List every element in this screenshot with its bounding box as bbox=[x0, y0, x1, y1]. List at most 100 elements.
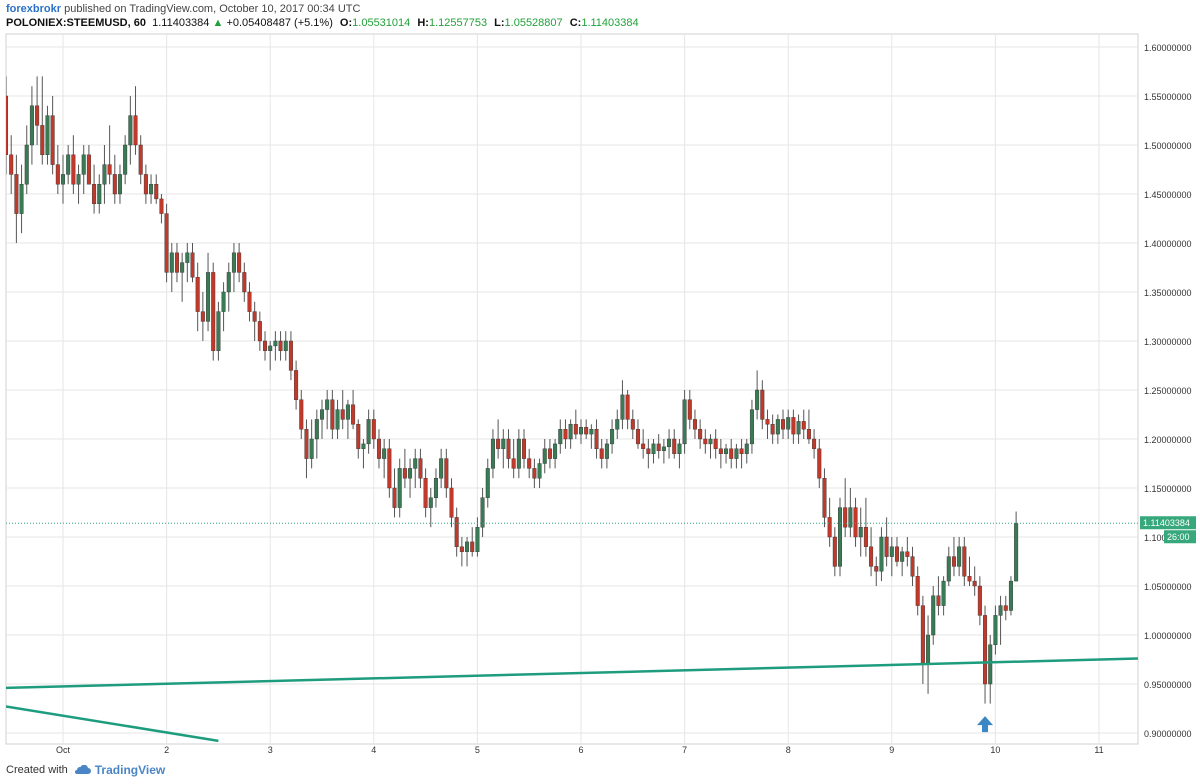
candle-body bbox=[221, 291, 226, 312]
candle bbox=[428, 488, 433, 528]
candle-body bbox=[340, 409, 345, 420]
candle bbox=[936, 576, 941, 616]
candle-body bbox=[553, 443, 558, 459]
candle bbox=[599, 439, 604, 469]
candle bbox=[190, 243, 195, 283]
candle bbox=[894, 537, 899, 567]
candle-body bbox=[1008, 580, 1013, 611]
candle-body bbox=[568, 424, 573, 440]
x-tick-label: 5 bbox=[475, 745, 480, 755]
candle-body bbox=[983, 615, 988, 685]
candle bbox=[475, 517, 480, 557]
candle-body bbox=[760, 389, 765, 420]
candle-body bbox=[610, 429, 615, 445]
candle bbox=[309, 419, 314, 469]
candle bbox=[470, 527, 475, 557]
candle bbox=[998, 595, 1003, 645]
candle bbox=[71, 135, 76, 194]
candle-body bbox=[744, 443, 749, 454]
candle-body bbox=[143, 174, 148, 195]
candle bbox=[216, 301, 221, 361]
candle-body bbox=[366, 419, 371, 445]
candle bbox=[154, 174, 159, 204]
candle bbox=[107, 125, 112, 185]
plot-frame bbox=[5, 33, 1139, 745]
candle-body bbox=[537, 463, 542, 479]
y-tick-label: 0.95000000 bbox=[1144, 680, 1192, 690]
candle-body bbox=[604, 443, 609, 459]
candle-body bbox=[822, 478, 827, 518]
price-change: +0.05408487 (+5.1%) bbox=[226, 17, 333, 29]
candle-body bbox=[879, 536, 884, 572]
candle bbox=[910, 546, 915, 586]
publish-info: forexbrokr published on TradingView.com,… bbox=[6, 3, 360, 15]
candle bbox=[273, 331, 278, 361]
candle-body bbox=[382, 448, 387, 459]
candle bbox=[749, 399, 754, 454]
candle-body bbox=[765, 419, 770, 425]
candle bbox=[490, 429, 495, 479]
candlestick-chart[interactable]: 1.60000000 1.55000000 1.50000000 1.45000000… bbox=[0, 0, 1200, 760]
candle bbox=[459, 537, 464, 567]
candle-body bbox=[832, 536, 837, 567]
candle bbox=[755, 370, 760, 420]
x-tick-label: Oct bbox=[56, 745, 71, 755]
candle-body bbox=[257, 321, 262, 342]
candle bbox=[858, 507, 863, 557]
y-tick-label: 1.20000000 bbox=[1144, 435, 1192, 445]
countdown-tag-label: 26:00 bbox=[1167, 532, 1190, 542]
candle-body bbox=[320, 409, 325, 420]
candle-body bbox=[408, 468, 413, 479]
candle-body bbox=[133, 115, 138, 146]
symbol-label: POLONIEX:STEEMUSD, 60 bbox=[6, 17, 146, 29]
candle-body bbox=[117, 174, 122, 195]
author-name[interactable]: forexbrokr bbox=[6, 3, 62, 15]
candle bbox=[661, 439, 666, 464]
candle bbox=[806, 409, 811, 444]
candle bbox=[14, 154, 19, 243]
candle-body bbox=[967, 576, 972, 582]
tradingview-logo[interactable]: TradingView bbox=[74, 763, 165, 777]
candle bbox=[869, 527, 874, 577]
candle-body bbox=[40, 125, 45, 156]
low-value: 1.05528807 bbox=[504, 17, 563, 29]
candle bbox=[812, 429, 817, 459]
candle bbox=[195, 262, 200, 332]
candle-body bbox=[475, 527, 480, 552]
candle-body bbox=[853, 507, 858, 538]
candle bbox=[967, 556, 972, 586]
candle bbox=[848, 488, 853, 537]
candle bbox=[724, 443, 729, 464]
candle-body bbox=[268, 345, 273, 351]
candle-body bbox=[936, 595, 941, 606]
candle-body bbox=[941, 580, 946, 606]
candle bbox=[185, 243, 190, 283]
candle-body bbox=[356, 424, 361, 449]
high-value: 1.12557753 bbox=[428, 17, 488, 29]
candle bbox=[268, 341, 273, 371]
candle bbox=[392, 468, 397, 518]
candle-body bbox=[532, 468, 537, 479]
last-price-tag-label: 1.11403384 bbox=[1143, 518, 1190, 528]
candle bbox=[506, 429, 511, 469]
candle bbox=[977, 576, 982, 626]
candle-body bbox=[661, 446, 666, 451]
candle-body bbox=[625, 394, 630, 420]
candle bbox=[615, 409, 620, 439]
candle bbox=[221, 282, 226, 332]
candle-body bbox=[786, 417, 791, 430]
candle-body bbox=[962, 546, 967, 577]
candle bbox=[123, 135, 128, 185]
candle-body bbox=[29, 105, 34, 146]
x-tick-label: 10 bbox=[990, 745, 1000, 755]
candle bbox=[433, 468, 438, 508]
candle bbox=[801, 409, 806, 439]
candle-body bbox=[128, 115, 133, 146]
candle bbox=[993, 605, 998, 655]
candle bbox=[371, 409, 376, 449]
candle bbox=[423, 468, 428, 518]
candle-body bbox=[480, 497, 485, 528]
candle-body bbox=[1014, 523, 1019, 582]
candle-body bbox=[444, 458, 449, 489]
candle bbox=[698, 419, 703, 449]
